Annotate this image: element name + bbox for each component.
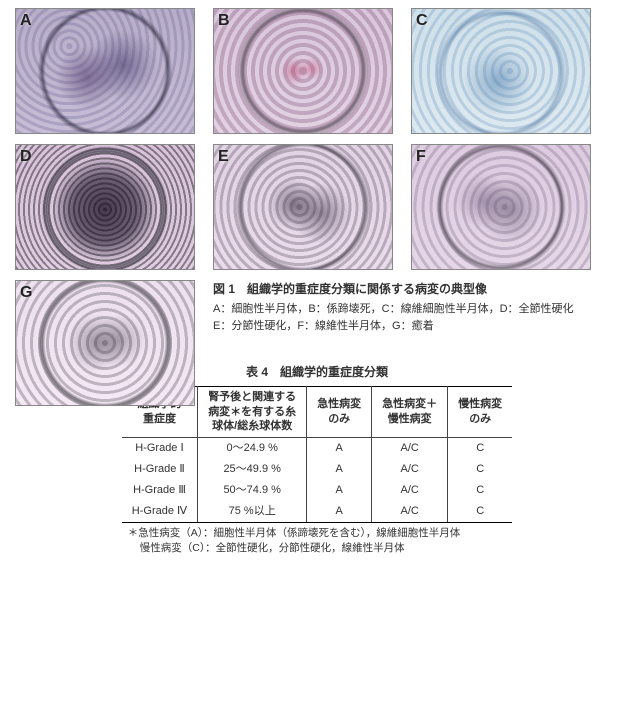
cell-percent: 75 %以上 (198, 501, 307, 522)
table-row: H-Grade Ⅲ 50～74.9 % A A/C C (122, 480, 512, 501)
cell-percent: 0～24.9 % (198, 438, 307, 459)
histology-table: 組織学的重症度 腎予後と関連する病変＊を有する糸球体/総糸球体数 急性病変のみ … (122, 386, 512, 523)
panel-b: B (213, 8, 393, 134)
table-row: H-Grade Ⅰ 0～24.9 % A A/C C (122, 438, 512, 459)
cell-mixed: A/C (372, 480, 448, 501)
cell-acute: A (307, 459, 372, 480)
cell-mixed: A/C (372, 501, 448, 522)
cell-chronic: C (448, 480, 513, 501)
cell-grade: H-Grade Ⅳ (122, 501, 198, 522)
cell-chronic: C (448, 501, 513, 522)
footnote-line2: 慢性病変（C）：全節性硬化，分節性硬化，線維性半月体 (128, 541, 512, 557)
panel-label-e: E (218, 148, 229, 166)
table-block: 組織学的重症度 腎予後と関連する病変＊を有する糸球体/総糸球体数 急性病変のみ … (122, 386, 512, 557)
panel-d: D (15, 144, 195, 270)
cell-grade: H-Grade Ⅱ (122, 459, 198, 480)
cell-chronic: C (448, 438, 513, 459)
panel-label-a: A (20, 12, 32, 30)
th-acute: 急性病変のみ (307, 386, 372, 438)
panel-f: F (411, 144, 591, 270)
micrograph-grid: A B C D E F G (15, 8, 619, 406)
cell-grade: H-Grade Ⅲ (122, 480, 198, 501)
panel-c: C (411, 8, 591, 134)
cell-chronic: C (448, 459, 513, 480)
figure-caption-line1: A：細胞性半月体，B：係蹄壊死，C：線維細胞性半月体，D：全節性硬化 (213, 301, 619, 318)
cell-percent: 25～49.9 % (198, 459, 307, 480)
panel-label-d: D (20, 148, 32, 166)
cell-mixed: A/C (372, 459, 448, 480)
panel-e: E (213, 144, 393, 270)
table-row: H-Grade Ⅱ 25～49.9 % A A/C C (122, 459, 512, 480)
table-row: H-Grade Ⅳ 75 %以上 A A/C C (122, 501, 512, 522)
table-footnote: ＊急性病変（A）：細胞性半月体（係蹄壊死を含む），線維細胞性半月体 慢性病変（C… (122, 526, 512, 558)
figure-caption: 図 1 組織学的重症度分類に関係する病変の典型像 A：細胞性半月体，B：係蹄壊死… (213, 280, 619, 335)
th-chronic: 慢性病変のみ (448, 386, 513, 438)
cell-mixed: A/C (372, 438, 448, 459)
panel-g: G (15, 280, 195, 406)
cell-acute: A (307, 438, 372, 459)
panel-label-g: G (20, 284, 32, 302)
th-mixed: 急性病変＋慢性病変 (372, 386, 448, 438)
cell-acute: A (307, 480, 372, 501)
cell-acute: A (307, 501, 372, 522)
footnote-line1: ＊急性病変（A）：細胞性半月体（係蹄壊死を含む），線維細胞性半月体 (128, 527, 461, 539)
cell-grade: H-Grade Ⅰ (122, 438, 198, 459)
panel-label-b: B (218, 12, 230, 30)
panel-label-f: F (416, 148, 426, 166)
panel-label-c: C (416, 12, 428, 30)
panel-a: A (15, 8, 195, 134)
figure-caption-line2: E：分節性硬化，F：線維性半月体，G：癒着 (213, 318, 619, 335)
th-percent: 腎予後と関連する病変＊を有する糸球体/総糸球体数 (198, 386, 307, 438)
figure-title: 図 1 組織学的重症度分類に関係する病変の典型像 (213, 280, 619, 299)
cell-percent: 50～74.9 % (198, 480, 307, 501)
